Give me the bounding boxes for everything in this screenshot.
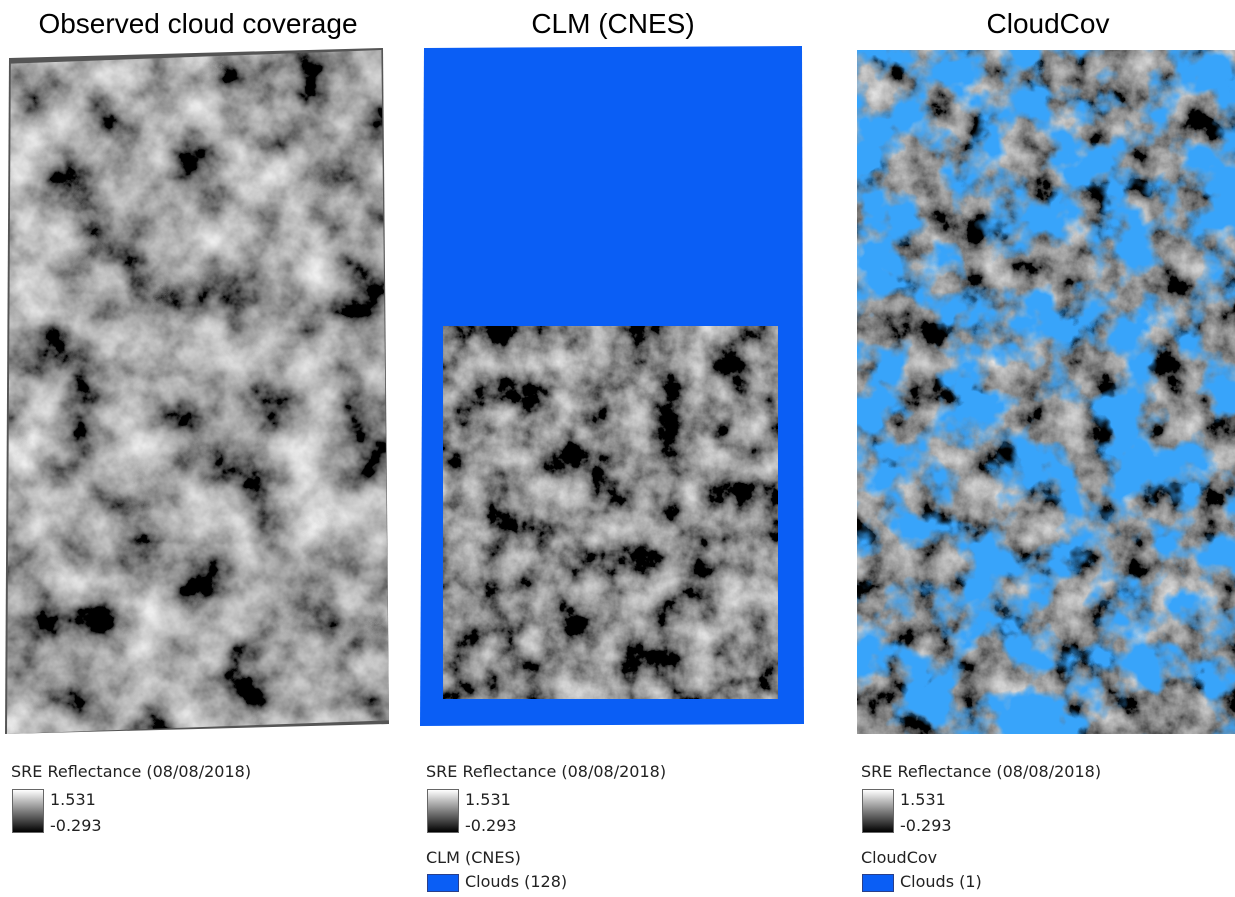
mask-swatch [427,874,459,892]
panel-title: Observed cloud coverage [38,8,358,39]
legend-title: SRE Reflectance (08/08/2018) [11,762,252,781]
legend-title: SRE Reflectance (08/08/2018) [861,762,1102,781]
legend-min: -0.293 [50,816,102,835]
image [5,48,389,734]
legend-min: -0.293 [465,816,517,835]
panel-title: CloudCov [986,8,1110,39]
panel-title: CLM (CNES) [531,8,695,39]
panel: Observed cloud coverage SRE Reflectance … [3,0,393,897]
mask-legend-title: CloudCov [861,848,938,867]
cloud-mask [857,50,1235,734]
panel: CloudCov SRE Reflectance (08/08/2018) 1.… [853,0,1235,897]
gradient-swatch [862,789,894,833]
legend-title: SRE Reflectance (08/08/2018) [426,762,667,781]
gradient-swatch [12,789,44,833]
legend-max: 1.531 [50,790,96,809]
mask-swatch [862,874,894,892]
mask-legend-title: CLM (CNES) [426,848,521,867]
mask-label: Clouds (128) [465,872,568,891]
reflectance [7,50,389,734]
mask-label: Clouds (1) [900,872,982,891]
clear-areas [443,326,778,699]
legend-min: -0.293 [900,816,952,835]
image [420,46,804,726]
panel: CLM (CNES) SRE Reflectance (08/08/2018) … [418,0,808,897]
legend-max: 1.531 [900,790,946,809]
legend-max: 1.531 [465,790,511,809]
image [857,50,1235,734]
gradient-swatch [427,789,459,833]
